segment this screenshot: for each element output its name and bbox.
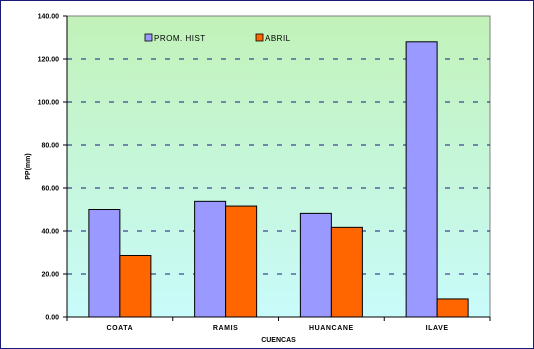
bar-prom-hist-ramis — [194, 200, 227, 318]
bar-prom-hist-ilave — [405, 41, 438, 318]
y-tick-label: 100.00 — [38, 100, 60, 107]
y-tick-label: 60.00 — [41, 186, 59, 193]
x-category-labels: COATA RAMIS HUANCANE ILAVE — [106, 325, 448, 332]
y-tick-label: 20.00 — [41, 272, 59, 279]
x-category-label: HUANCANE — [309, 325, 354, 332]
bar-abril-coata — [119, 255, 152, 318]
y-axis-title: PP(mm) — [25, 153, 32, 179]
bar-prom-hist-huancane — [299, 212, 332, 318]
legend: PROM. HIST ABRIL — [144, 33, 291, 43]
x-axis-title: CUENCAS — [261, 337, 296, 344]
x-category-label: COATA — [106, 325, 133, 332]
legend-label: ABRIL — [265, 34, 291, 43]
legend-label: PROM. HIST — [154, 34, 206, 43]
bar-abril-huancane — [330, 226, 363, 318]
x-category-label: RAMIS — [213, 325, 239, 332]
y-tick-label: 140.00 — [38, 14, 60, 21]
y-tick-label: 80.00 — [41, 143, 59, 150]
y-tick-labels: 0.00 20.00 40.00 60.00 80.00 100.00 120.00 140.… — [38, 14, 60, 322]
bar-prom-hist-coata — [88, 209, 121, 318]
bar-abril-ramis — [225, 205, 258, 318]
y-tick-label: 0.00 — [45, 315, 59, 322]
legend-item: ABRIL — [255, 33, 291, 43]
bar-group — [88, 41, 469, 318]
legend-swatch — [144, 33, 153, 42]
y-tick-label: 120.00 — [38, 57, 60, 64]
axes — [63, 15, 491, 321]
y-tick-label: 40.00 — [41, 229, 59, 236]
bar-abril-ilave — [436, 298, 469, 318]
legend-item: PROM. HIST — [144, 33, 206, 43]
x-category-label: ILAVE — [426, 325, 449, 332]
legend-swatch — [255, 33, 264, 42]
